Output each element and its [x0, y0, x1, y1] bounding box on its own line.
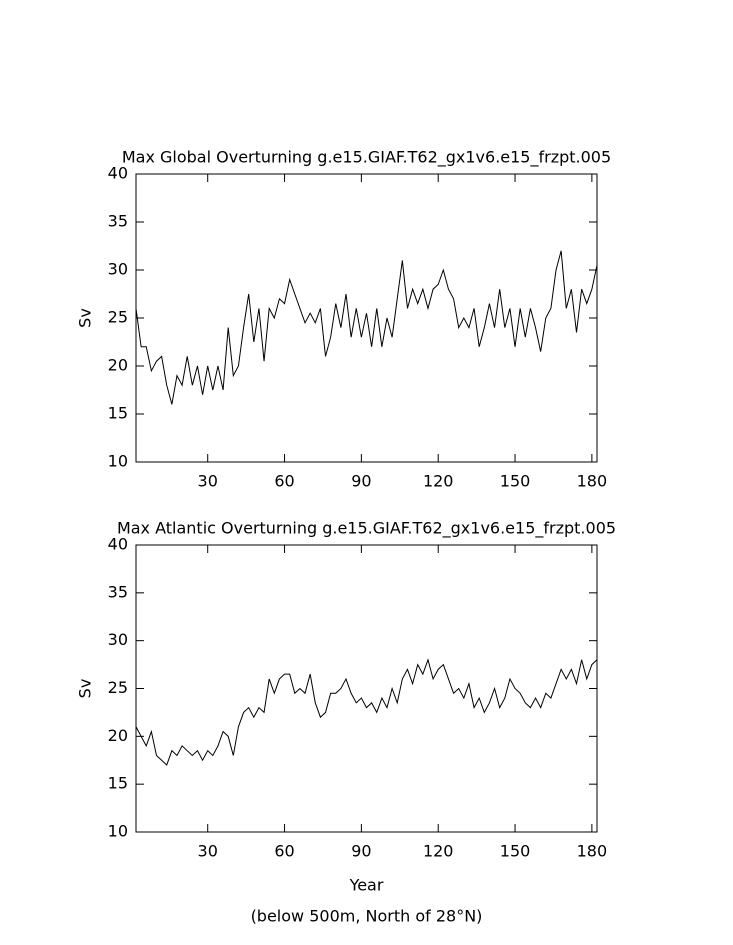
x-tick-label: 150 — [500, 472, 531, 491]
series-line — [135, 250, 598, 405]
y-tick-label: 10 — [108, 452, 128, 471]
x-tick-label: 120 — [423, 842, 454, 861]
y-tick-label: 30 — [108, 260, 128, 279]
series-line — [135, 658, 598, 766]
y-tick-label: 35 — [108, 582, 128, 601]
y-tick-label: 35 — [108, 212, 128, 231]
y-axis-label: Sv — [76, 679, 95, 699]
y-tick-label: 15 — [108, 404, 128, 423]
x-tick-label: 30 — [198, 842, 218, 861]
x-tick-label: 180 — [577, 472, 608, 491]
annotation: (below 500m, North of 28°N) — [251, 907, 483, 926]
x-tick-label: 60 — [274, 842, 294, 861]
chart-title: Max Global Overturning g.e15.GIAF.T62_gx… — [122, 148, 611, 168]
plot-frame — [135, 544, 598, 833]
x-tick-label: 180 — [577, 842, 608, 861]
y-tick-label: 40 — [108, 164, 128, 183]
plot-frame — [135, 173, 598, 463]
y-tick-label: 40 — [108, 535, 128, 554]
y-tick-label: 15 — [108, 774, 128, 793]
x-tick-label: 150 — [500, 842, 531, 861]
x-tick-label: 90 — [351, 842, 371, 861]
x-tick-label: 30 — [198, 472, 218, 491]
x-axis-label: Year — [349, 876, 384, 895]
x-tick-label: 60 — [274, 472, 294, 491]
x-tick-label: 90 — [351, 472, 371, 491]
y-axis-label: Sv — [76, 308, 95, 328]
y-tick-label: 30 — [108, 630, 128, 649]
y-tick-label: 20 — [108, 726, 128, 745]
y-tick-label: 25 — [108, 308, 128, 327]
y-tick-label: 10 — [108, 822, 128, 841]
x-tick-label: 120 — [423, 472, 454, 491]
y-tick-label: 25 — [108, 678, 128, 697]
y-tick-label: 20 — [108, 356, 128, 375]
chart-title: Max Atlantic Overturning g.e15.GIAF.T62_… — [117, 519, 616, 539]
